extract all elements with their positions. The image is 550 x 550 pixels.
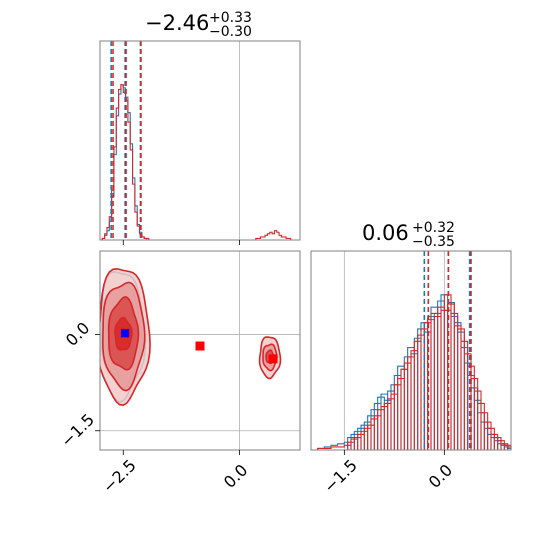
title-sup-param1: +0.33	[209, 10, 252, 26]
x-tick-label: −2.5	[99, 456, 140, 497]
truth-marker	[121, 329, 130, 338]
title-main: −2.46	[145, 11, 209, 35]
axes-frame	[310, 250, 512, 451]
truth-marker	[195, 341, 205, 351]
truth-marker	[268, 354, 278, 364]
x-tick-label: 0.0	[425, 460, 456, 491]
x-tick-label: 0.0	[220, 460, 251, 491]
y-tick-label: 0.0	[62, 318, 93, 349]
histogram-series	[311, 294, 512, 451]
title-sub-param2: −0.35	[412, 234, 455, 250]
title-sup-param2: +0.32	[412, 220, 455, 236]
panel-title-param1: −2.46	[145, 11, 209, 35]
contour-panel: −2.5 0.0 −1.5 0.0	[57, 250, 301, 497]
panel-title-param2: 0.06	[362, 221, 409, 245]
histogram-panel-param1	[99, 40, 301, 245]
histogram-series	[100, 84, 294, 241]
axes-frame	[99, 40, 301, 241]
title-main: 0.06	[362, 221, 409, 245]
contour-layer	[100, 251, 300, 450]
axes-frame	[99, 250, 301, 451]
x-tick-label: −1.5	[320, 456, 361, 497]
y-tick-label: −1.5	[57, 410, 98, 451]
title-sub-param1: −0.30	[209, 24, 252, 40]
histogram-panel-param2: −1.5 0.0	[310, 250, 512, 497]
